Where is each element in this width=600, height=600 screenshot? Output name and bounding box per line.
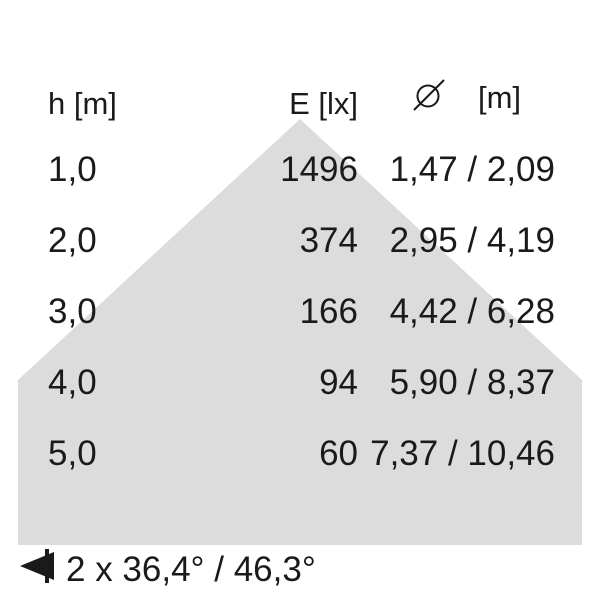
cell-diameter: 2,95 / 4,19 — [389, 221, 555, 260]
beam-angle-icon — [18, 549, 62, 589]
table-row: 1,0 1496 1,47 / 2,09 — [18, 123, 582, 194]
table-header-row: h [m] E [lx] [m] — [18, 55, 582, 123]
diameter-icon — [410, 76, 448, 119]
cell-illuminance: 60 — [319, 434, 358, 473]
cell-illuminance: 94 — [319, 363, 358, 402]
cell-height: 4,0 — [48, 363, 97, 402]
cell-illuminance: 166 — [299, 292, 358, 331]
cell-height: 3,0 — [48, 292, 97, 331]
cell-diameter: 1,47 / 2,09 — [389, 150, 555, 189]
table-row: 4,0 94 5,90 / 8,37 — [18, 336, 582, 407]
column-header-height: h [m] — [48, 86, 117, 121]
photometric-data-table: h [m] E [lx] [m] 1,0 1496 1,47 / 2,09 — [18, 55, 582, 478]
column-header-diameter-label: [m] — [478, 80, 522, 115]
beam-angle-text: 2 x 36,4° / 46,3° — [66, 549, 316, 589]
cell-diameter: 4,42 / 6,28 — [389, 292, 555, 331]
cell-illuminance: 374 — [299, 221, 358, 260]
cell-diameter: 5,90 / 8,37 — [389, 363, 555, 402]
table-row: 2,0 374 2,95 / 4,19 — [18, 194, 582, 265]
cell-diameter: 7,37 / 10,46 — [370, 434, 555, 473]
cell-height: 1,0 — [48, 150, 97, 189]
cell-illuminance: 1496 — [280, 150, 358, 189]
beam-angle-note: 2 x 36,4° / 46,3° — [18, 546, 582, 592]
cell-height: 2,0 — [48, 221, 97, 260]
cell-height: 5,0 — [48, 434, 97, 473]
column-header-illuminance: E [lx] — [289, 86, 358, 121]
table-row: 3,0 166 4,42 / 6,28 — [18, 265, 582, 336]
table-row: 5,0 60 7,37 / 10,46 — [18, 407, 582, 478]
column-header-diameter: [m] — [358, 55, 582, 123]
